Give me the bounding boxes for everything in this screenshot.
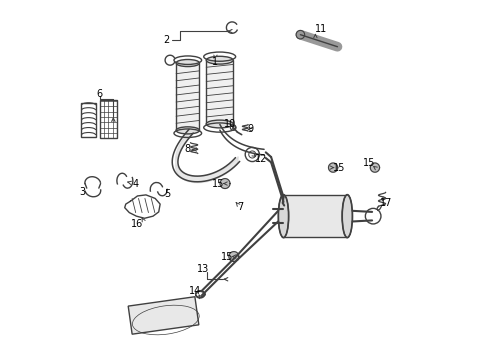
- Text: 4: 4: [132, 179, 138, 189]
- Bar: [176, 63, 199, 130]
- Text: 5: 5: [164, 189, 170, 199]
- Text: 14: 14: [188, 285, 201, 296]
- Text: 11: 11: [314, 24, 326, 34]
- Text: 16: 16: [131, 219, 143, 229]
- Text: 2: 2: [163, 35, 169, 45]
- Bar: [81, 103, 96, 138]
- Polygon shape: [328, 163, 337, 172]
- Text: 7: 7: [236, 202, 243, 212]
- Ellipse shape: [278, 195, 288, 238]
- Text: 17: 17: [379, 198, 392, 208]
- Text: 15: 15: [212, 179, 224, 189]
- Text: 12: 12: [255, 154, 267, 165]
- Text: 1: 1: [212, 57, 218, 67]
- Bar: [283, 195, 346, 238]
- Ellipse shape: [176, 59, 199, 67]
- Polygon shape: [369, 163, 379, 172]
- Text: 3: 3: [79, 187, 85, 197]
- Text: 13: 13: [196, 264, 208, 274]
- Polygon shape: [228, 252, 238, 261]
- Bar: [206, 60, 233, 124]
- Bar: [128, 297, 199, 334]
- Text: 9: 9: [247, 123, 253, 134]
- Text: 15: 15: [221, 252, 233, 262]
- Text: 15: 15: [362, 158, 375, 168]
- Text: 8: 8: [184, 144, 190, 154]
- Polygon shape: [220, 179, 229, 189]
- Text: 10: 10: [223, 119, 235, 129]
- Text: 15: 15: [332, 163, 344, 172]
- Bar: [100, 100, 117, 138]
- Ellipse shape: [176, 127, 199, 134]
- Text: 6: 6: [97, 89, 103, 99]
- Ellipse shape: [206, 120, 233, 128]
- Ellipse shape: [342, 195, 351, 238]
- Ellipse shape: [206, 56, 233, 64]
